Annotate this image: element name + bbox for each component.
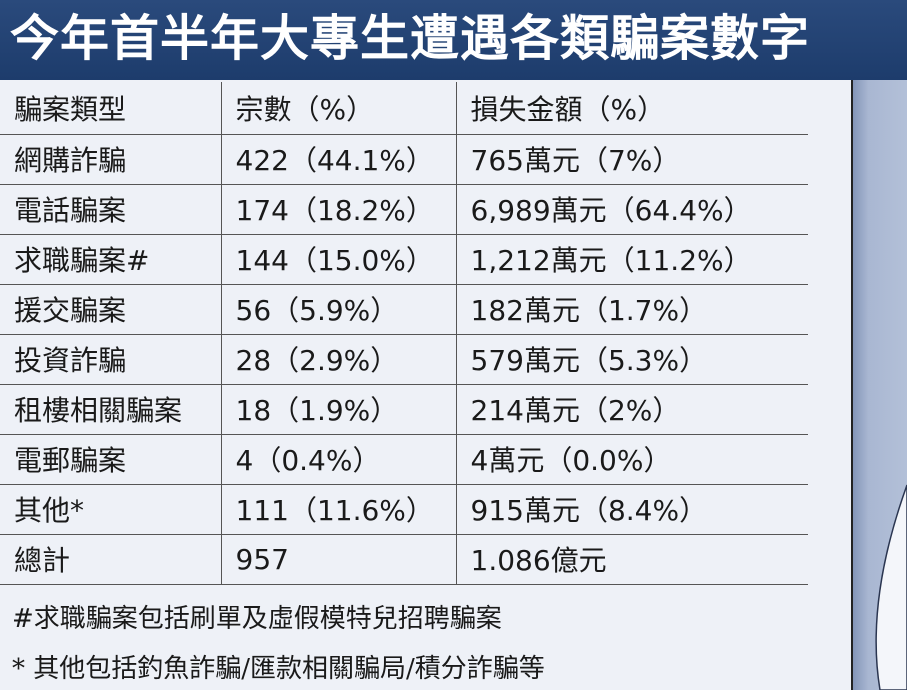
table-cell: 電話騙案 xyxy=(0,184,222,235)
fraud-table: 騙案類型 宗數（%） 損失金額（%） 網購詐騙 422（44.1%） 765萬元（7%）電… xyxy=(0,82,808,585)
table-cell: 56（5.9%） xyxy=(221,284,457,335)
table-cell: 111（11.6%） xyxy=(221,484,457,535)
column-header: 損失金額（%） xyxy=(456,82,808,135)
table-cell: 579萬元（5.3%） xyxy=(456,334,808,385)
table-row: 援交騙案 56（5.9%） 182萬元（1.7%） xyxy=(0,284,808,335)
table-cell: 144（15.0%） xyxy=(221,234,457,285)
table-cell: 765萬元（7%） xyxy=(456,134,808,185)
table-cell: 6,989萬元（64.4%） xyxy=(456,184,808,235)
table-cell: 電郵騙案 xyxy=(0,434,222,485)
table-cell: 18（1.9%） xyxy=(221,384,457,435)
table-row: 投資詐騙 28（2.9%） 579萬元（5.3%） xyxy=(0,334,808,385)
title: 今年首半年大專生遭遇各類騙案數字 xyxy=(10,10,811,67)
table-row: 網購詐騙 422（44.1%） 765萬元（7%） xyxy=(0,134,808,185)
table-row: 求職騙案# 144（15.0%） 1,212萬元（11.2%） xyxy=(0,234,808,285)
column-header: 騙案類型 xyxy=(0,82,222,135)
table-cell: 422（44.1%） xyxy=(221,134,457,185)
table-cell: 其他* xyxy=(0,484,222,535)
table-cell: 投資詐騙 xyxy=(0,334,222,385)
title-bar: 今年首半年大專生遭遇各類騙案數字 xyxy=(0,0,907,80)
table-row: 租樓相關騙案 18（1.9%） 214萬元（2%） xyxy=(0,384,808,435)
table-cell: 租樓相關騙案 xyxy=(0,384,222,435)
table-cell: 1.086億元 xyxy=(456,534,808,585)
table-row: 其他* 111（11.6%） 915萬元（8.4%） xyxy=(0,484,808,535)
table-cell: 214萬元（2%） xyxy=(456,384,808,435)
column-header: 宗數（%） xyxy=(221,82,457,135)
table-cell: 174（18.2%） xyxy=(221,184,457,235)
table-cell: 957 xyxy=(221,534,457,585)
table-cell: 182萬元（1.7%） xyxy=(456,284,808,335)
table-cell: 援交騙案 xyxy=(0,284,222,335)
table-cell: 1,212萬元（11.2%） xyxy=(456,234,808,285)
table-cell: 總計 xyxy=(0,534,222,585)
footnote-hash: #求職騙案包括刷單及虛假模特兒招聘騙案 xyxy=(12,604,502,634)
total-row: 總計 957 1.086億元 xyxy=(0,534,808,585)
table-cell: 28（2.9%） xyxy=(221,334,457,385)
table-cell: 求職騙案# xyxy=(0,234,222,285)
table-cell: 4（0.4%） xyxy=(221,434,457,485)
footnote-star: * 其他包括釣魚詐騙/匯款相關騙局/積分詐騙等 xyxy=(12,654,545,684)
table-cell: 網購詐騙 xyxy=(0,134,222,185)
table-row: 電郵騙案 4（0.4%） 4萬元（0.0%） xyxy=(0,434,808,485)
header-row: 騙案類型 宗數（%） 損失金額（%） xyxy=(0,82,808,135)
table-cell: 4萬元（0.0%） xyxy=(456,434,808,485)
table-row: 電話騙案 174（18.2%） 6,989萬元（64.4%） xyxy=(0,184,808,235)
table-cell: 915萬元（8.4%） xyxy=(456,484,808,535)
